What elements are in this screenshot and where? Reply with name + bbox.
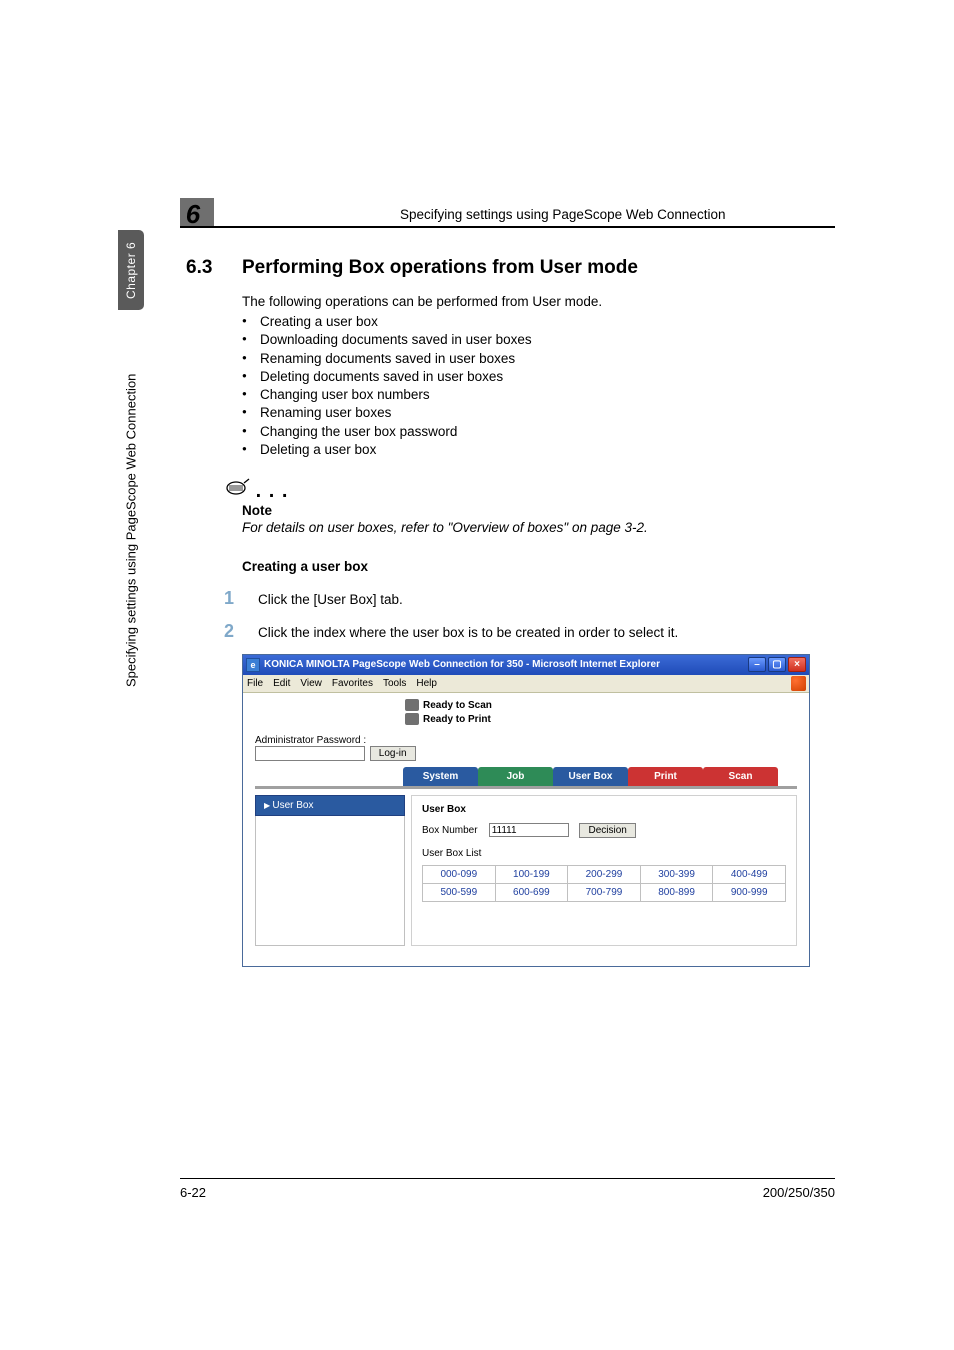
step-number: 2	[224, 621, 258, 642]
sidebar-chapter-label: Chapter 6	[124, 241, 138, 298]
printer-icon	[405, 713, 419, 725]
list-item: Creating a user box	[242, 313, 836, 331]
note-label: Note	[242, 503, 836, 518]
side-panel-body	[255, 816, 405, 946]
range-link[interactable]: 800-899	[640, 883, 713, 901]
list-item: Renaming documents saved in user boxes	[242, 350, 836, 368]
range-link[interactable]: 300-399	[640, 865, 713, 883]
list-item: Changing the user box password	[242, 423, 836, 441]
tab-system[interactable]: System	[403, 767, 478, 786]
menu-tools[interactable]: Tools	[383, 678, 406, 689]
window-title: KONICA MINOLTA PageScope Web Connection …	[264, 659, 660, 670]
menu-file[interactable]: File	[247, 678, 263, 689]
range-link[interactable]: 200-299	[568, 865, 641, 883]
step-1: 1 Click the [User Box] tab.	[224, 588, 836, 609]
window-menubar: File Edit View Favorites Tools Help	[243, 675, 809, 693]
range-link[interactable]: 500-599	[423, 883, 496, 901]
step-number: 1	[224, 588, 258, 609]
header-rule	[180, 226, 835, 228]
note-icon: . . .	[226, 473, 836, 501]
user-box-range-table: 000-099 100-199 200-299 300-399 400-499 …	[422, 865, 786, 902]
maximize-button[interactable]: ▢	[768, 657, 786, 672]
side-panel: User Box	[255, 795, 405, 946]
range-link[interactable]: 400-499	[713, 865, 786, 883]
tab-underline	[255, 786, 797, 789]
device-status: Ready to Scan Ready to Print	[405, 699, 797, 727]
panel-heading: User Box	[422, 804, 786, 815]
range-link[interactable]: 100-199	[495, 865, 568, 883]
list-item: Changing user box numbers	[242, 386, 836, 404]
footer-model: 200/250/350	[763, 1185, 835, 1200]
list-item: Renaming user boxes	[242, 404, 836, 422]
page-footer: 6-22 200/250/350	[180, 1178, 835, 1200]
section-heading: 6.3Performing Box operations from User m…	[186, 257, 836, 279]
range-link[interactable]: 700-799	[568, 883, 641, 901]
range-link[interactable]: 600-699	[495, 883, 568, 901]
subsection-heading: Creating a user box	[242, 559, 836, 574]
tab-userbox[interactable]: User Box	[553, 767, 628, 786]
admin-password-input[interactable]	[255, 746, 365, 761]
close-button[interactable]: ×	[788, 657, 806, 672]
section-number: 6.3	[186, 257, 242, 279]
decision-button[interactable]: Decision	[579, 823, 635, 838]
window-titlebar: e KONICA MINOLTA PageScope Web Connectio…	[243, 655, 809, 675]
side-item-userbox[interactable]: User Box	[255, 795, 405, 816]
tab-job[interactable]: Job	[478, 767, 553, 786]
step-text: Click the index where the user box is to…	[258, 623, 678, 640]
screenshot-window: e KONICA MINOLTA PageScope Web Connectio…	[242, 654, 810, 967]
list-item: Deleting a user box	[242, 441, 836, 459]
menu-help[interactable]: Help	[416, 678, 437, 689]
chapter-number-badge: 6	[180, 198, 214, 228]
sidebar-chapter-tab: Chapter 6	[118, 230, 144, 310]
menu-view[interactable]: View	[300, 678, 322, 689]
section-title: Performing Box operations from User mode	[242, 257, 638, 278]
step-text: Click the [User Box] tab.	[258, 590, 403, 607]
tab-scan[interactable]: Scan	[703, 767, 778, 786]
list-item: Deleting documents saved in user boxes	[242, 368, 836, 386]
ie-icon: e	[246, 658, 260, 672]
tab-print[interactable]: Print	[628, 767, 703, 786]
sidebar-section-title: Specifying settings using PageScope Web …	[118, 330, 144, 730]
footer-page-number: 6-22	[180, 1185, 206, 1200]
minimize-button[interactable]: –	[748, 657, 766, 672]
bullet-list: Creating a user box Downloading document…	[242, 313, 836, 459]
box-number-label: Box Number	[422, 825, 478, 836]
list-item: Downloading documents saved in user boxe…	[242, 331, 836, 349]
menu-favorites[interactable]: Favorites	[332, 678, 373, 689]
running-header: Specifying settings using PageScope Web …	[400, 207, 725, 222]
note-body: For details on user boxes, refer to "Ove…	[242, 520, 836, 535]
section-intro: The following operations can be performe…	[242, 293, 836, 311]
list-heading: User Box List	[422, 848, 786, 859]
box-number-input[interactable]	[489, 823, 569, 837]
admin-login: Administrator Password : Log-in	[255, 735, 797, 761]
range-link[interactable]: 900-999	[713, 883, 786, 901]
content-panel: User Box Box Number Decision User Box Li…	[411, 795, 797, 946]
scanner-icon	[405, 699, 419, 711]
login-button[interactable]: Log-in	[370, 746, 416, 761]
menu-edit[interactable]: Edit	[273, 678, 290, 689]
range-link[interactable]: 000-099	[423, 865, 496, 883]
admin-password-label: Administrator Password :	[255, 735, 366, 746]
step-2: 2 Click the index where the user box is …	[224, 621, 836, 642]
main-tabs: System Job User Box Print Scan	[403, 767, 797, 786]
xp-flag-icon	[791, 676, 806, 691]
